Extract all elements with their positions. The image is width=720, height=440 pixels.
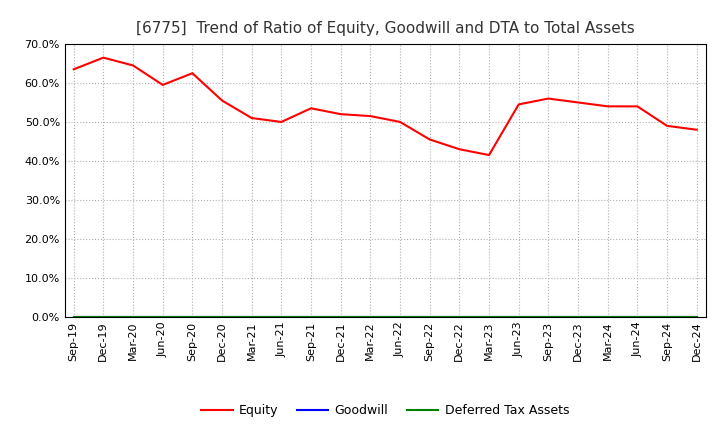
Equity (69, 67, 78, 72)
Equity (188, 70, 197, 76)
Goodwill (307, 314, 315, 319)
Equity (277, 119, 286, 125)
Deferred Tax Assets (307, 314, 315, 319)
Goodwill (69, 314, 78, 319)
Equity (366, 114, 374, 119)
Deferred Tax Assets (633, 314, 642, 319)
Deferred Tax Assets (603, 314, 612, 319)
Equity (574, 100, 582, 105)
Goodwill (277, 314, 286, 319)
Legend: Equity, Goodwill, Deferred Tax Assets: Equity, Goodwill, Deferred Tax Assets (197, 400, 574, 422)
Equity (99, 55, 108, 60)
Equity (158, 82, 167, 88)
Goodwill (603, 314, 612, 319)
Deferred Tax Assets (366, 314, 374, 319)
Deferred Tax Assets (662, 314, 671, 319)
Goodwill (396, 314, 405, 319)
Goodwill (248, 314, 256, 319)
Deferred Tax Assets (69, 314, 78, 319)
Line: Equity: Equity (73, 58, 697, 155)
Deferred Tax Assets (336, 314, 345, 319)
Deferred Tax Assets (188, 314, 197, 319)
Deferred Tax Assets (485, 314, 493, 319)
Title: [6775]  Trend of Ratio of Equity, Goodwill and DTA to Total Assets: [6775] Trend of Ratio of Equity, Goodwil… (136, 21, 634, 36)
Deferred Tax Assets (248, 314, 256, 319)
Goodwill (633, 314, 642, 319)
Deferred Tax Assets (99, 314, 108, 319)
Deferred Tax Assets (574, 314, 582, 319)
Goodwill (366, 314, 374, 319)
Deferred Tax Assets (544, 314, 553, 319)
Equity (485, 152, 493, 158)
Goodwill (662, 314, 671, 319)
Equity (426, 137, 434, 142)
Goodwill (336, 314, 345, 319)
Goodwill (426, 314, 434, 319)
Equity (514, 102, 523, 107)
Goodwill (158, 314, 167, 319)
Deferred Tax Assets (693, 314, 701, 319)
Goodwill (129, 314, 138, 319)
Goodwill (514, 314, 523, 319)
Equity (307, 106, 315, 111)
Equity (248, 115, 256, 121)
Equity (544, 96, 553, 101)
Equity (693, 127, 701, 132)
Goodwill (217, 314, 226, 319)
Deferred Tax Assets (455, 314, 464, 319)
Deferred Tax Assets (129, 314, 138, 319)
Deferred Tax Assets (514, 314, 523, 319)
Equity (396, 119, 405, 125)
Goodwill (455, 314, 464, 319)
Deferred Tax Assets (426, 314, 434, 319)
Equity (129, 63, 138, 68)
Deferred Tax Assets (158, 314, 167, 319)
Goodwill (99, 314, 108, 319)
Equity (217, 98, 226, 103)
Deferred Tax Assets (277, 314, 286, 319)
Goodwill (574, 314, 582, 319)
Deferred Tax Assets (396, 314, 405, 319)
Equity (336, 111, 345, 117)
Equity (603, 104, 612, 109)
Equity (455, 147, 464, 152)
Equity (662, 123, 671, 128)
Goodwill (188, 314, 197, 319)
Equity (633, 104, 642, 109)
Goodwill (485, 314, 493, 319)
Deferred Tax Assets (217, 314, 226, 319)
Goodwill (544, 314, 553, 319)
Goodwill (693, 314, 701, 319)
